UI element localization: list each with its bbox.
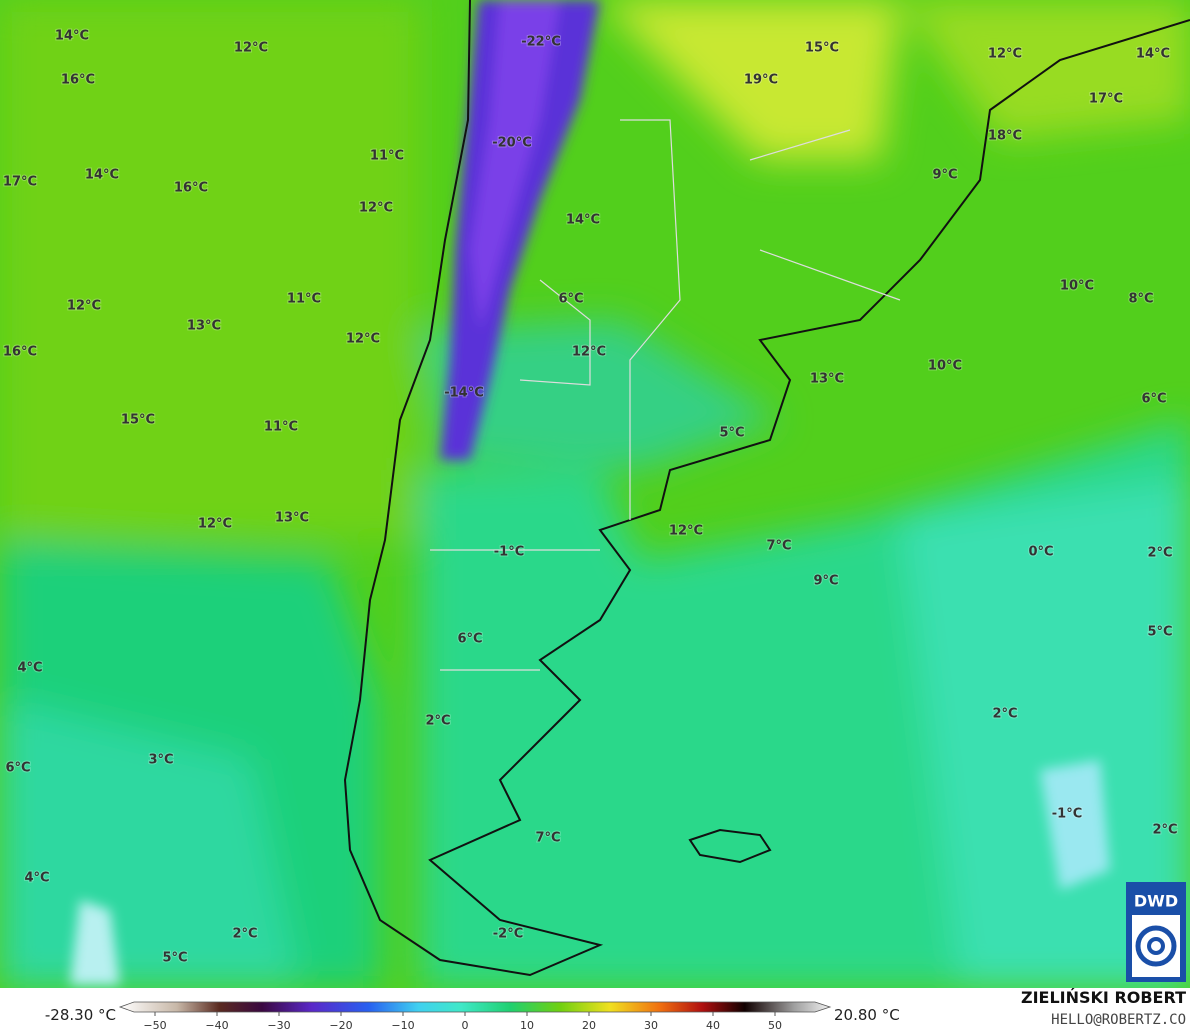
borders <box>430 119 901 671</box>
contact: HELLO@ROBERTZ.CO <box>1051 1012 1186 1028</box>
temperature-label: 8°C <box>1128 292 1153 307</box>
temperature-label: -1°C <box>494 545 524 560</box>
temperature-label: 4°C <box>24 871 49 886</box>
temperature-label: 9°C <box>813 574 838 589</box>
temperature-label: 13°C <box>187 319 221 334</box>
colorbar-tick-label: 50 <box>768 1019 782 1032</box>
temperature-label: 12°C <box>359 201 393 216</box>
temperature-label: 12°C <box>346 332 380 347</box>
temperature-label: 17°C <box>1089 92 1123 107</box>
colorbar-tick-label: −40 <box>205 1019 228 1032</box>
temperature-label: 11°C <box>370 149 404 164</box>
colorbar: -28.30 °C 20.80 °C −50 −40 −30 −20 −10 0 10 20 3… <box>0 988 1190 1035</box>
temperature-labels: -22°C 15°C 14°C 12°C 12°C 14°C 16°C 19°C 17°C 18°… <box>2 28 1179 967</box>
temperature-label: 5°C <box>1147 625 1172 640</box>
colorbar-tick-label: 0 <box>462 1019 469 1032</box>
temperature-label: 16°C <box>3 345 37 360</box>
temperature-label: -2°C <box>493 927 523 942</box>
temperature-label: 7°C <box>766 539 791 554</box>
temperature-label: 18°C <box>988 129 1022 144</box>
map <box>0 0 1190 988</box>
temperature-label: 12°C <box>988 47 1022 62</box>
temperature-label: 2°C <box>425 714 450 729</box>
colorbar-min: -28.30 °C <box>45 1006 116 1024</box>
temperature-label: 14°C <box>85 168 119 183</box>
temperature-label: 14°C <box>1136 47 1170 62</box>
temperature-label: 12°C <box>572 345 606 360</box>
temperature-label: 2°C <box>992 707 1017 722</box>
temperature-label: 7°C <box>535 831 560 846</box>
author: ZIELIŃSKI ROBERT <box>1021 988 1186 1007</box>
temperature-label: 12°C <box>669 524 703 539</box>
colorbar-tick-label: 40 <box>706 1019 720 1032</box>
temperature-label: -1°C <box>1052 807 1082 822</box>
logo-text: DWD <box>1134 892 1178 911</box>
temperature-label: 2°C <box>1147 546 1172 561</box>
temperature-label: 6°C <box>457 632 482 647</box>
temperature-label: -22°C <box>521 35 561 50</box>
temperature-label: 5°C <box>162 951 187 966</box>
coastline <box>343 0 1190 977</box>
temperature-label: 2°C <box>1152 823 1177 838</box>
colorbar-tick-label: 10 <box>520 1019 534 1032</box>
temperature-label: 6°C <box>558 292 583 307</box>
temperature-label: 12°C <box>198 517 232 532</box>
colorbar-tick-label: −50 <box>143 1019 166 1032</box>
temperature-label: 12°C <box>234 41 268 56</box>
temperature-label: 2°C <box>232 927 257 942</box>
temperature-label: 17°C <box>3 175 37 190</box>
temperature-label: 15°C <box>805 41 839 56</box>
temperature-label: 13°C <box>275 511 309 526</box>
colorbar-tick-label: 20 <box>582 1019 596 1032</box>
temperature-label: 19°C <box>744 73 778 88</box>
temperature-label: 9°C <box>932 168 957 183</box>
temperature-label: 10°C <box>1060 279 1094 294</box>
temperature-label: 14°C <box>55 29 89 44</box>
islands <box>688 828 772 864</box>
colorbar-max: 20.80 °C <box>834 1006 900 1024</box>
logo: DWD <box>1126 882 1186 982</box>
temperature-label: 16°C <box>174 181 208 196</box>
colorbar-tick-label: −10 <box>391 1019 414 1032</box>
temperature-label: 10°C <box>928 359 962 374</box>
temperature-label: 12°C <box>67 299 101 314</box>
temperature-label: 13°C <box>810 372 844 387</box>
colorbar-tick-label: −20 <box>329 1019 352 1032</box>
colorbar-tick-label: 30 <box>644 1019 658 1032</box>
temperature-label: 4°C <box>17 661 42 676</box>
temperature-label: 11°C <box>287 292 321 307</box>
temperature-label: 5°C <box>719 426 744 441</box>
temperature-label: 6°C <box>5 761 30 776</box>
temperature-label: 0°C <box>1028 545 1053 560</box>
colorbar-tick-label: −30 <box>267 1019 290 1032</box>
temperature-label: 15°C <box>121 413 155 428</box>
temperature-label: 11°C <box>264 420 298 435</box>
temperature-label: -20°C <box>492 136 532 151</box>
temperature-label: -14°C <box>444 386 484 401</box>
temperature-label: 6°C <box>1141 392 1166 407</box>
temperature-label: 14°C <box>566 213 600 228</box>
temperature-label: 16°C <box>61 73 95 88</box>
temperature-label: 3°C <box>148 753 173 768</box>
